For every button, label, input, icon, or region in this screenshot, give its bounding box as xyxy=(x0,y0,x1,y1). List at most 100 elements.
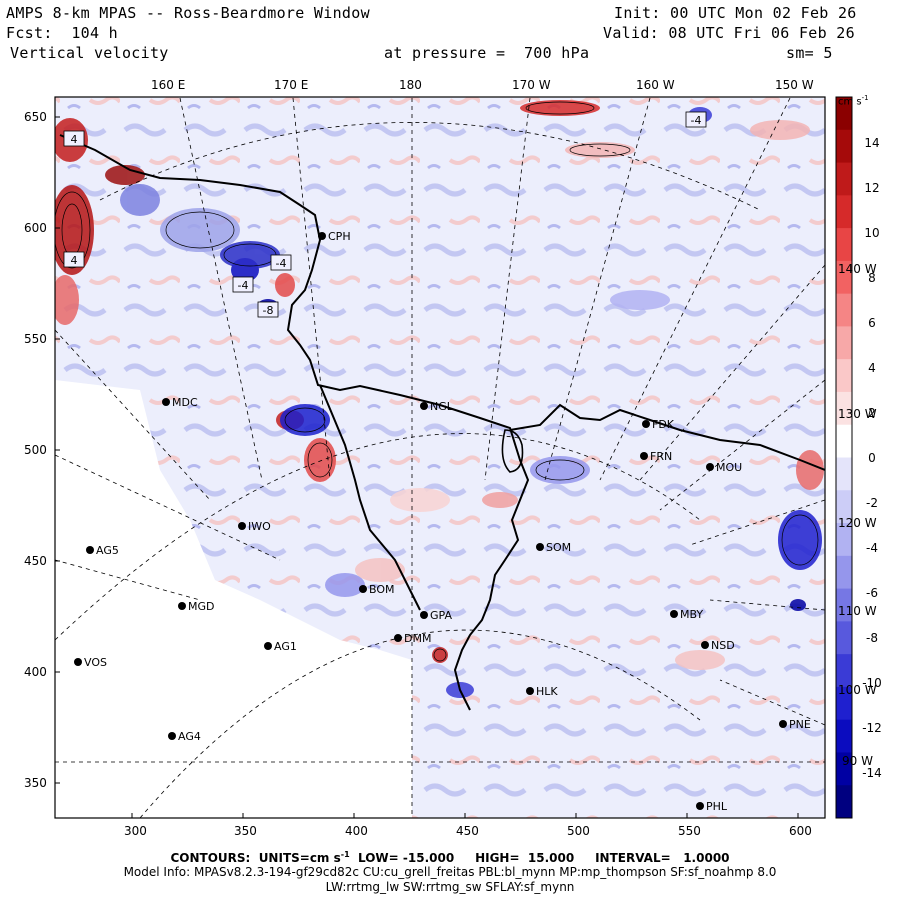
colorbar-swatch xyxy=(836,654,852,688)
lon-label-160e: 160 E xyxy=(151,78,186,92)
colorbar-label: -12 xyxy=(862,721,882,735)
lon-label-150w: 150 W xyxy=(775,78,814,92)
station-label-som: SOM xyxy=(546,541,571,554)
map-title: AMPS 8-km MPAS -- Ross-Beardmore Window xyxy=(6,4,370,22)
ice-shelf-front xyxy=(319,384,421,611)
station-marker-bom xyxy=(359,585,367,593)
colorbar-label: -10 xyxy=(862,676,882,690)
colorbar-swatch xyxy=(836,686,852,721)
station-label-iwo: IWO xyxy=(248,520,271,533)
colorbar: 14 12 10 8 6 4 2 0 -2 -4 -6 -8 -10 -12 -14 xyxy=(835,96,882,819)
colorbar-swatch xyxy=(836,490,852,524)
station-marker-ag5 xyxy=(86,546,94,554)
colorbar-label: 10 xyxy=(864,226,879,240)
station-marker-mby xyxy=(670,610,678,618)
lon-label-170e: 170 E xyxy=(274,78,309,92)
colorbar-swatch xyxy=(836,523,852,557)
lon-label-130w: 130 W xyxy=(838,407,877,421)
station-marker-mdc xyxy=(162,398,170,406)
colorbar-swatch xyxy=(836,785,852,819)
station-marker-som xyxy=(536,543,544,551)
station-label-vos: VOS xyxy=(84,656,107,669)
station-marker-iwo xyxy=(238,522,246,530)
contour-value-label: -4 xyxy=(276,257,287,270)
coastline xyxy=(59,134,530,711)
station-marker-vos xyxy=(74,658,82,666)
colorbar-swatch xyxy=(836,588,852,622)
x-tick-350: 350 xyxy=(234,824,257,838)
colorbar-swatch xyxy=(836,97,852,131)
station-label-ag1: AG1 xyxy=(274,640,297,653)
colorbar-label: -8 xyxy=(866,631,878,645)
lon-label-120w: 120 W xyxy=(838,516,877,530)
y-tick-500: 500 xyxy=(24,443,47,457)
colorbar-frame xyxy=(835,96,853,819)
y-tick-650: 650 xyxy=(24,110,47,124)
station-marker-frn xyxy=(640,452,648,460)
station-label-ag5: AG5 xyxy=(96,544,119,557)
contour-value-box xyxy=(63,251,85,268)
contour-value-box xyxy=(257,301,279,318)
station-label-cph: CPH xyxy=(328,230,351,243)
station-label-pne: PNE xyxy=(789,718,811,731)
field-name: Vertical velocity xyxy=(10,44,169,62)
station-label-hlk: HLK xyxy=(536,685,558,698)
lon-label-160w: 160 W xyxy=(636,78,675,92)
colorbar-label: -2 xyxy=(866,496,878,510)
station-marker-hlk xyxy=(526,687,534,695)
colorbar-swatch xyxy=(836,293,852,327)
graticule xyxy=(55,97,825,818)
roosevelt-island xyxy=(501,429,524,473)
no-data-region xyxy=(55,380,412,818)
station-label-ngl: NGL xyxy=(430,400,454,413)
contour-lines xyxy=(55,101,819,662)
station-marker-fdk xyxy=(642,420,650,428)
contour-value-label: -8 xyxy=(263,304,274,317)
model-info: Model Info: MPASv8.2.3-194-gf29cd82c CU:… xyxy=(123,865,777,879)
contour-value-label: 4 xyxy=(71,254,78,267)
y-tick-600: 600 xyxy=(24,221,47,235)
colorbar-swatch xyxy=(836,162,852,196)
colorbar-swatch xyxy=(836,129,852,164)
contour-value-box xyxy=(232,276,254,293)
station-marker-ngl xyxy=(420,402,428,410)
colorbar-swatch xyxy=(836,391,852,426)
station-label-ag4: AG4 xyxy=(178,730,201,743)
colorbar-label: -14 xyxy=(862,766,882,780)
model-physics-info: LW:rrtmg_lw SW:rrtmg_sw SFLAY:sf_mynn xyxy=(325,880,575,894)
station-marker-mgd xyxy=(178,602,186,610)
init-time: Init: 00 UTC Mon 02 Feb 26 xyxy=(614,4,857,22)
forecast-hour: Fcst: 104 h xyxy=(6,24,118,42)
contour-value-box xyxy=(685,111,707,128)
station-marker-gpa xyxy=(420,611,428,619)
y-tick-450: 450 xyxy=(24,554,47,568)
lon-label-140w: 140 W xyxy=(838,262,877,276)
lon-label-90w: 90 W xyxy=(842,754,873,768)
station-label-nsd: NSD xyxy=(711,639,735,652)
station-label-gpa: GPA xyxy=(430,609,452,622)
plot-frame xyxy=(54,96,826,819)
station-label-fdk: FDK xyxy=(652,418,675,431)
smoothing-label: sm= 5 xyxy=(786,44,833,62)
marie-byrd-coast xyxy=(509,403,825,471)
station-label-phl: PHL xyxy=(706,800,728,813)
lon-label-170w: 170 W xyxy=(512,78,551,92)
station-label-mou: MOU xyxy=(716,461,742,474)
x-tick-500: 500 xyxy=(567,824,590,838)
lon-label-110w: 110 W xyxy=(838,604,877,618)
colorbar-label: 0 xyxy=(868,451,876,465)
x-tick-300: 300 xyxy=(124,824,147,838)
station-marker-pne xyxy=(779,720,787,728)
contour-value-label: -4 xyxy=(238,279,249,292)
contour-labels-layer: -4 4 4 -4 -4 -8 xyxy=(63,111,707,318)
colorbar-label: 8 xyxy=(868,271,876,285)
lon-label-180: 180 xyxy=(399,78,422,92)
pressure-level: at pressure = 700 hPa xyxy=(384,44,590,62)
colorbar-swatch xyxy=(836,621,852,655)
colorbar-label: -6 xyxy=(866,586,878,600)
contour-value-label: 4 xyxy=(71,133,78,146)
station-label-dmm: DMM xyxy=(404,632,431,645)
contour-value-box xyxy=(270,254,292,271)
y-tick-350: 350 xyxy=(24,776,47,790)
lon-label-100w: 100 W xyxy=(838,683,877,697)
